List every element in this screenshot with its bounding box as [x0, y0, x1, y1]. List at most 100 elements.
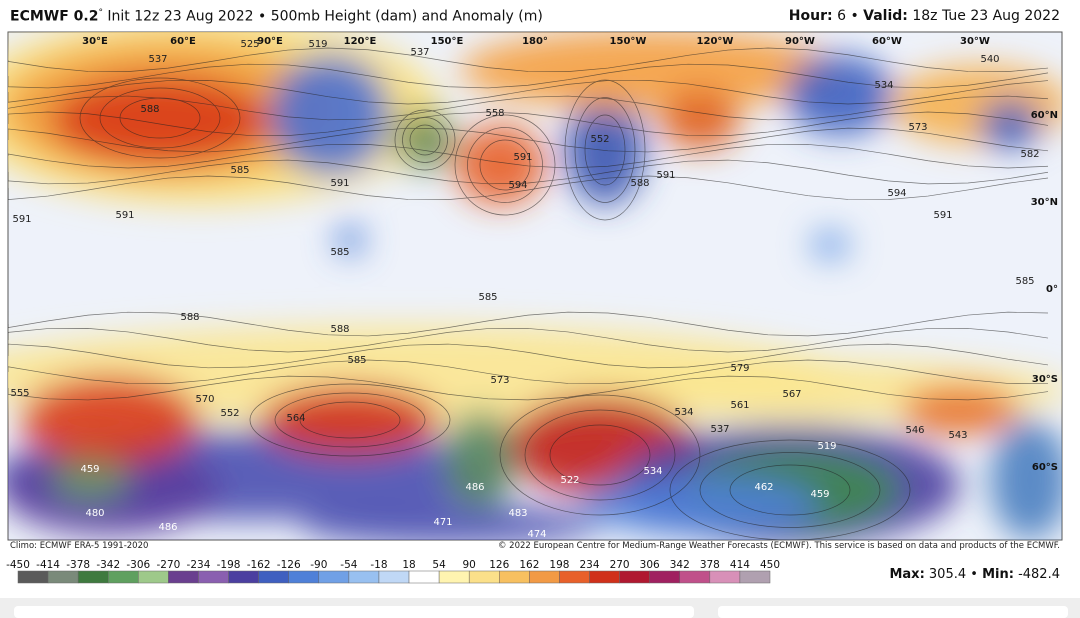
colorbar-segment	[258, 570, 289, 584]
separator: •	[257, 8, 267, 25]
colorbar-label: 18	[402, 559, 415, 571]
separator: •	[850, 8, 859, 24]
colorbar-label: -342	[96, 559, 120, 571]
contour-label: 558	[485, 108, 504, 119]
colorbar-segment	[468, 570, 500, 584]
anomaly-area	[50, 460, 130, 500]
colorbar-segment	[499, 570, 530, 584]
longitude-label: 30°E	[82, 36, 108, 47]
contour-line	[8, 359, 1049, 384]
contour-label: 546	[905, 425, 924, 436]
contour-line	[699, 452, 881, 528]
colorbar-label: 306	[640, 559, 660, 571]
colorbar-label: 162	[519, 559, 539, 571]
copyright: © 2022 European Centre for Medium-Range …	[497, 541, 1060, 551]
colorbar-segment	[77, 570, 109, 584]
contour-line	[8, 127, 1049, 153]
contour-label: 567	[782, 389, 801, 400]
contour-label: 552	[220, 408, 239, 419]
contour-line	[8, 175, 1049, 200]
contour-line	[8, 63, 1049, 89]
colorbar-label: 198	[549, 559, 569, 571]
colorbar-label: 342	[670, 559, 690, 571]
contour-label: 564	[286, 413, 305, 424]
colorbar-segment	[408, 570, 440, 584]
anomaly-area	[445, 410, 515, 510]
contour-label: 552	[590, 134, 609, 145]
contour-label: 540	[980, 54, 999, 65]
colorbar-segment	[649, 570, 681, 584]
contour-line	[8, 375, 1049, 401]
colorbar-segment	[529, 570, 560, 584]
colorbar-label: 54	[432, 559, 446, 571]
anomaly-area	[580, 475, 820, 535]
contour-label: 585	[230, 165, 249, 176]
min-label: Min:	[982, 567, 1014, 582]
contour-line	[299, 401, 401, 439]
anomaly-area	[660, 90, 740, 150]
colorbar-segment	[47, 570, 79, 584]
contour-label: 591	[656, 170, 675, 181]
contour-line	[584, 114, 626, 186]
latitude-label: 30°S	[1032, 374, 1058, 385]
contour-line	[564, 79, 646, 221]
colorbar-label: -126	[277, 559, 301, 571]
contour-line	[119, 97, 201, 139]
colorbar-segment	[559, 570, 590, 584]
colorbar-segment	[348, 570, 380, 584]
colorbar-label: -54	[340, 559, 357, 571]
anomaly-area	[270, 55, 390, 175]
contour-line	[79, 77, 241, 159]
longitude-label: 120°E	[344, 36, 377, 47]
colorbar-label: -306	[126, 559, 150, 571]
contour-label: 591	[933, 210, 952, 221]
stats: Max: 305.4 • Min: -482.4	[889, 567, 1060, 582]
longitude-label: 90°W	[785, 36, 815, 47]
contour-line	[8, 159, 1049, 185]
contour-line	[729, 464, 851, 516]
contour-line	[402, 117, 448, 163]
colorbar-segment	[138, 570, 169, 584]
contour-label: 459	[80, 464, 99, 475]
valid: 18z Tue 23 Aug 2022	[912, 8, 1060, 24]
contour-label: 579	[730, 363, 749, 374]
anomaly-area	[980, 100, 1040, 150]
contour-label: 534	[874, 80, 893, 91]
colorbar-segment	[318, 570, 350, 584]
contour-label: 585	[347, 355, 366, 366]
anomaly-area	[900, 385, 1020, 435]
contour-label: 582	[1020, 149, 1039, 160]
contour-line	[8, 328, 1049, 353]
contour-label: 591	[330, 178, 349, 189]
anomaly-area	[460, 32, 840, 110]
min: -482.4	[1018, 567, 1060, 582]
contour-label: 522	[560, 475, 579, 486]
longitude-label: 60°W	[872, 36, 902, 47]
colorbar-label: 450	[760, 559, 780, 571]
colorbar-segment	[228, 570, 259, 584]
valid-label: Valid:	[863, 8, 908, 24]
contour-label: 459	[810, 489, 829, 500]
contour-label: 591	[115, 210, 134, 221]
anomaly-area	[20, 375, 200, 465]
latitude-label: 0°	[1046, 284, 1058, 295]
contour-label: 471	[433, 517, 452, 528]
colorbar-segment	[288, 570, 320, 584]
colorbar-label: 270	[610, 559, 630, 571]
longitude-label: 120°W	[697, 36, 734, 47]
title: 500mb Height (dam) and Anomaly (m)	[270, 8, 543, 25]
contour-label: 588	[140, 104, 159, 115]
colorbar-segment	[589, 570, 620, 584]
colorbar-label: -378	[66, 559, 90, 571]
colorbar-segment	[619, 570, 650, 584]
contour-label: 474	[527, 529, 546, 540]
colorbar-segment	[709, 570, 741, 584]
contour-label: 591	[12, 214, 31, 225]
latitude-label: 60°S	[1032, 462, 1058, 473]
colorbar-label: 378	[700, 559, 720, 571]
colorbar-label: 234	[579, 559, 599, 571]
colorbar-segment	[17, 570, 49, 584]
contour-line	[8, 343, 1049, 369]
